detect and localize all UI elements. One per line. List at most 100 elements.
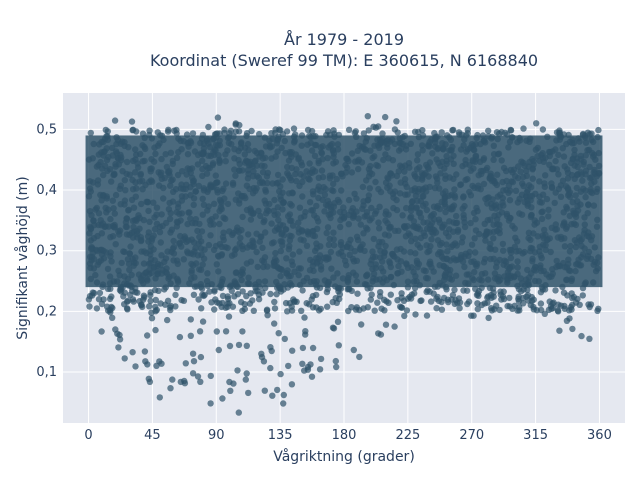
- data-point: [232, 269, 240, 276]
- data-point: [279, 176, 286, 183]
- data-point: [545, 148, 553, 156]
- data-point: [148, 315, 156, 322]
- data-point: [284, 170, 291, 177]
- data-point: [428, 212, 435, 219]
- data-point: [584, 210, 591, 217]
- data-point: [288, 307, 296, 314]
- data-point: [307, 139, 314, 147]
- data-point: [537, 300, 545, 307]
- data-point: [151, 263, 158, 271]
- data-point: [308, 373, 316, 380]
- data-point: [144, 199, 151, 206]
- data-point: [264, 312, 271, 319]
- data-point: [100, 255, 108, 262]
- data-point: [204, 207, 211, 214]
- data-point: [295, 155, 302, 163]
- data-point: [203, 277, 211, 285]
- data-point: [281, 281, 288, 288]
- data-point: [107, 285, 114, 292]
- data-point: [552, 221, 559, 228]
- data-point: [397, 303, 404, 310]
- data-point: [555, 151, 562, 159]
- data-point: [594, 216, 601, 223]
- data-point: [474, 260, 481, 267]
- data-point: [309, 304, 317, 311]
- data-point: [270, 259, 278, 266]
- data-point: [584, 253, 592, 260]
- data-point: [444, 248, 451, 255]
- data-point: [329, 172, 336, 179]
- data-point: [472, 216, 479, 223]
- data-point: [288, 177, 295, 184]
- data-point: [471, 146, 478, 154]
- data-point: [190, 358, 198, 365]
- data-point: [319, 173, 327, 181]
- data-point: [165, 206, 173, 213]
- data-point: [440, 144, 447, 152]
- data-point: [353, 208, 360, 215]
- data-point: [592, 267, 600, 275]
- data-point: [377, 188, 385, 196]
- data-point: [462, 279, 469, 287]
- data-point: [274, 137, 281, 144]
- data-point: [460, 142, 467, 149]
- data-point: [306, 176, 313, 183]
- data-point: [266, 200, 273, 208]
- data-point: [443, 286, 450, 293]
- data-point: [317, 187, 324, 195]
- data-point: [548, 184, 556, 192]
- data-point: [418, 297, 425, 304]
- data-point: [376, 144, 383, 151]
- data-point: [236, 240, 243, 247]
- data-point: [370, 235, 377, 243]
- data-point: [132, 179, 139, 186]
- data-point: [200, 140, 208, 147]
- data-point: [334, 146, 342, 153]
- data-point: [306, 199, 314, 206]
- data-point: [593, 223, 601, 230]
- data-point: [384, 144, 391, 151]
- data-point: [368, 291, 375, 298]
- data-point: [352, 158, 359, 165]
- data-point: [200, 187, 208, 194]
- data-point: [336, 291, 344, 298]
- data-point: [532, 264, 539, 271]
- data-point: [197, 353, 205, 361]
- data-point: [222, 158, 229, 165]
- data-point: [419, 132, 427, 139]
- data-point: [422, 170, 429, 177]
- data-point: [353, 195, 360, 202]
- data-point: [408, 204, 415, 211]
- data-point: [527, 213, 535, 221]
- data-point: [386, 224, 393, 231]
- data-point: [221, 129, 228, 137]
- data-point: [123, 170, 130, 178]
- data-point: [586, 303, 593, 311]
- data-point: [553, 137, 560, 144]
- data-point: [156, 229, 164, 236]
- data-point: [254, 287, 261, 295]
- data-point: [411, 128, 419, 135]
- data-point: [579, 292, 586, 299]
- data-point: [303, 242, 311, 249]
- data-point: [215, 152, 222, 159]
- data-point: [213, 328, 220, 335]
- data-point: [313, 202, 320, 210]
- data-point: [595, 162, 603, 170]
- data-point: [422, 267, 429, 275]
- x-tick-label: 90: [208, 428, 225, 443]
- data-point: [377, 254, 384, 261]
- data-point: [590, 202, 598, 209]
- data-point: [579, 177, 586, 184]
- data-point: [87, 245, 95, 252]
- data-point: [534, 144, 541, 152]
- data-point: [268, 220, 275, 227]
- data-point: [389, 252, 397, 259]
- data-point: [474, 305, 481, 313]
- data-point: [219, 276, 226, 283]
- data-point: [157, 261, 164, 269]
- data-point: [190, 195, 198, 202]
- data-point: [163, 265, 170, 272]
- data-point: [335, 250, 342, 257]
- data-point: [215, 346, 222, 354]
